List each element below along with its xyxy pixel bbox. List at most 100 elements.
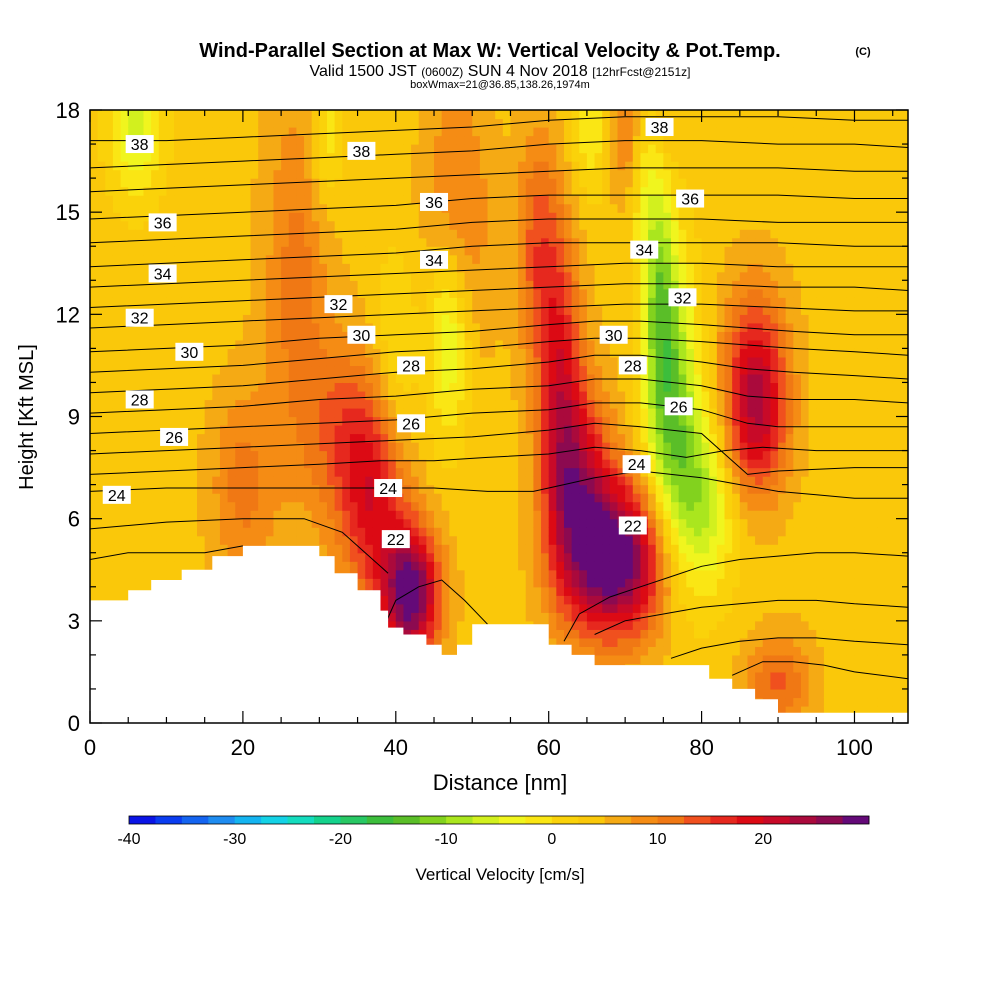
heatmap-cell [219, 110, 229, 120]
heatmap-cell [250, 280, 259, 290]
chart-subtitle: Valid 1500 JST (0600Z) SUN 4 Nov 2018 [1… [309, 63, 690, 80]
heatmap-cell [556, 586, 565, 596]
heatmap-cell [288, 390, 298, 401]
heatmap-cell [434, 595, 443, 605]
heatmap-cell [518, 229, 527, 239]
heatmap-cell [181, 561, 190, 571]
heatmap-cell [403, 254, 412, 264]
heatmap-cell [510, 518, 519, 528]
heatmap-cell [525, 135, 534, 145]
heatmap-cell [120, 339, 129, 349]
heatmap-cell [97, 390, 106, 401]
heatmap-cell [609, 544, 619, 554]
heatmap-cell [609, 552, 619, 562]
heatmap-cell [357, 433, 366, 443]
heatmap-cell [120, 161, 129, 171]
heatmap-cell [158, 203, 168, 213]
heatmap-cell [510, 297, 519, 307]
heatmap-cell [525, 169, 534, 179]
heatmap-cell [265, 527, 275, 537]
heatmap-cell [479, 433, 489, 443]
heatmap-cell [609, 459, 619, 469]
heatmap-cell [479, 237, 489, 247]
heatmap-cell [395, 450, 405, 460]
heatmap-cell [579, 246, 588, 256]
heatmap-cell [97, 314, 106, 324]
heatmap-cell [464, 459, 473, 469]
heatmap-cell [296, 305, 305, 315]
heatmap-cell [556, 442, 565, 452]
heatmap-cell [479, 195, 489, 205]
heatmap-cell [533, 280, 542, 290]
heatmap-cell [426, 561, 435, 571]
heatmap-cell [472, 510, 481, 520]
heatmap-cell [135, 433, 145, 443]
heatmap-cell [204, 186, 213, 196]
heatmap-cell [472, 280, 481, 290]
heatmap-cell [334, 561, 343, 571]
heatmap-cell [533, 365, 542, 375]
heatmap-cell [212, 373, 221, 384]
heatmap-cell [495, 416, 504, 426]
heatmap-cell [579, 297, 588, 307]
heatmap-cell [510, 220, 519, 230]
heatmap-cell [105, 144, 114, 154]
heatmap-cell [487, 535, 496, 545]
heatmap-cell [105, 476, 114, 486]
heatmap-cell [563, 442, 573, 452]
heatmap-cell [518, 399, 527, 409]
heatmap-cell [502, 237, 512, 247]
heatmap-cell [586, 305, 596, 315]
heatmap-cell [533, 425, 542, 435]
heatmap-cell [334, 399, 343, 409]
heatmap-cell [495, 442, 504, 452]
heatmap-cell [189, 535, 198, 545]
heatmap-cell [426, 178, 435, 188]
heatmap-cell [326, 510, 336, 520]
heatmap-cell [189, 110, 198, 120]
heatmap-cell [273, 280, 282, 290]
heatmap-cell [487, 527, 496, 537]
heatmap-cell [166, 348, 175, 358]
heatmap-cell [479, 578, 489, 588]
heatmap-cell [434, 382, 443, 392]
heatmap-cell [586, 552, 596, 562]
heatmap-cell [158, 178, 168, 188]
heatmap-cell [174, 305, 183, 315]
heatmap-cell [326, 246, 336, 256]
heatmap-cell [120, 416, 129, 426]
heatmap-cell [357, 365, 366, 375]
heatmap-cell [571, 637, 580, 647]
heatmap-cell [518, 433, 527, 443]
heatmap-cell [143, 118, 152, 128]
heatmap-cell [311, 118, 320, 128]
heatmap-cell [204, 501, 213, 511]
heatmap-cell [97, 527, 106, 537]
heatmap-cell [495, 552, 504, 562]
heatmap-cell [563, 493, 573, 503]
heatmap-cell [97, 425, 106, 435]
heatmap-cell [105, 561, 114, 571]
heatmap-cell [250, 263, 259, 273]
heatmap-cell [403, 263, 412, 273]
heatmap-cell [212, 501, 221, 511]
heatmap-cell [510, 365, 519, 375]
heatmap-cell [242, 476, 252, 486]
heatmap-cell [548, 297, 557, 307]
heatmap-cell [281, 535, 290, 545]
heatmap-cell [479, 365, 489, 375]
heatmap-cell [602, 637, 611, 647]
heatmap-cell [372, 399, 382, 409]
heatmap-cell [479, 527, 489, 537]
heatmap-cell [311, 178, 320, 188]
heatmap-cell [548, 110, 557, 120]
heatmap-cell [143, 425, 152, 435]
heatmap-cell [357, 186, 366, 196]
heatmap-cell [380, 212, 389, 222]
heatmap-cell [464, 314, 473, 324]
heatmap-cell [510, 314, 519, 324]
heatmap-cell [281, 425, 290, 435]
heatmap-cell [90, 203, 99, 213]
heatmap-cell [441, 152, 450, 162]
heatmap-cell [334, 110, 343, 120]
